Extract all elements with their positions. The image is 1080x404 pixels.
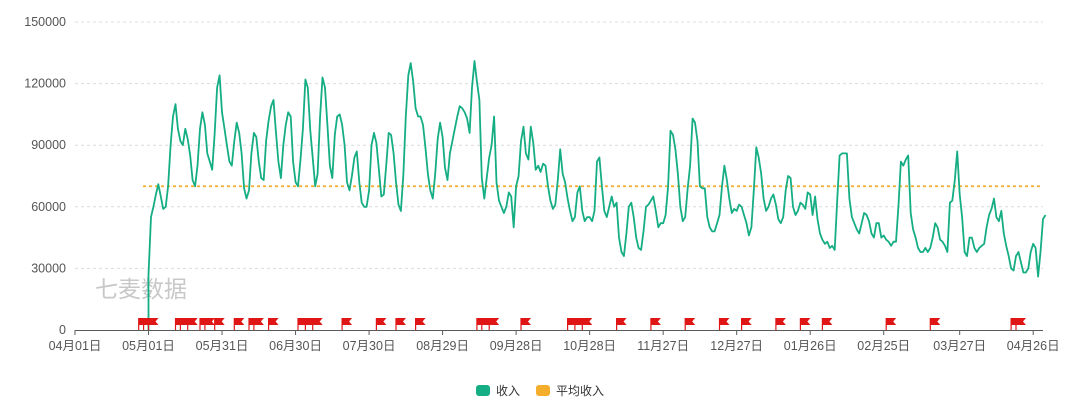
event-flag xyxy=(929,318,941,330)
event-flag xyxy=(740,318,752,330)
y-tick-label: 90000 xyxy=(31,138,66,152)
event-flag xyxy=(581,318,593,330)
event-flag xyxy=(268,318,279,330)
x-tick-label: 05月01日 xyxy=(122,339,175,353)
watermark: 七麦数据 xyxy=(95,277,187,303)
y-axis: 0 30000 60000 90000 120000 150000 xyxy=(24,15,66,337)
x-tick-label: 01月26日 xyxy=(784,339,837,353)
legend-label-income: 收入 xyxy=(495,384,520,398)
x-tick-label: 05月31日 xyxy=(196,339,249,353)
y-tick-label: 150000 xyxy=(24,15,66,29)
x-tick-label: 09月28日 xyxy=(490,339,543,353)
event-flag xyxy=(187,318,198,330)
flag-cloth xyxy=(376,318,387,325)
x-tick-label: 07月30日 xyxy=(343,339,396,353)
event-flag xyxy=(821,318,833,330)
flag-cloth xyxy=(521,318,531,325)
flag-cloth xyxy=(234,318,245,325)
event-flag xyxy=(204,318,215,330)
flag-cloth xyxy=(930,318,941,325)
x-axis: 04月01日 05月01日 05月31日 06月30日 07月30日 08月29日 09月2… xyxy=(49,330,1060,353)
legend-label-average: 平均收入 xyxy=(556,384,605,398)
flag-cloth xyxy=(148,318,159,325)
event-flag xyxy=(214,318,225,330)
flag-cloth xyxy=(396,318,406,325)
event-flag xyxy=(312,318,323,330)
x-tick-label: 08月29日 xyxy=(416,339,469,353)
legend: 收入 平均收入 xyxy=(0,382,1080,399)
revenue-chart: 0 30000 60000 90000 120000 150000 七麦数据 04月01日… xyxy=(24,15,1060,353)
flag-cloth xyxy=(253,318,264,325)
flag-cloth xyxy=(204,318,215,325)
event-flag xyxy=(1015,318,1026,330)
flag-cloth xyxy=(685,318,696,325)
x-tick-label: 06月30日 xyxy=(269,339,322,353)
y-tick-label: 120000 xyxy=(24,77,66,91)
legend-item-average[interactable]: 平均收入 xyxy=(536,382,604,399)
event-flag xyxy=(415,318,426,330)
event-flag xyxy=(341,318,353,330)
event-flag xyxy=(615,318,627,330)
event-flag xyxy=(375,318,387,330)
flag-cloth xyxy=(800,318,811,325)
x-tick-label: 11月27日 xyxy=(637,339,689,353)
y-tick-label: 60000 xyxy=(31,200,66,214)
flag-cloth xyxy=(415,318,426,325)
event-flag xyxy=(718,318,730,330)
event-flag xyxy=(488,318,500,330)
flag-cloth xyxy=(886,318,897,325)
flag-cloth xyxy=(268,318,279,325)
event-flag xyxy=(799,318,811,330)
event-flag xyxy=(520,318,531,330)
flag-cloth xyxy=(187,318,198,325)
series-line-income xyxy=(147,60,1047,330)
x-tick-label: 02月25日 xyxy=(857,339,910,353)
event-flag xyxy=(885,318,897,330)
grid-lines xyxy=(75,21,1043,269)
flag-cloth xyxy=(775,318,786,325)
event-flag xyxy=(253,318,264,330)
event-flag xyxy=(147,318,159,330)
flag-cloth xyxy=(650,318,661,325)
flag-cloth xyxy=(214,318,225,325)
legend-swatch-income xyxy=(475,385,490,396)
flag-cloth xyxy=(342,318,353,325)
legend-swatch-average xyxy=(536,385,550,396)
x-tick-label: 10月28日 xyxy=(563,339,616,353)
flag-cloth xyxy=(741,318,752,325)
event-flag xyxy=(233,318,245,330)
event-flags xyxy=(138,318,1026,330)
y-tick-label: 0 xyxy=(59,323,66,337)
flag-cloth xyxy=(1016,318,1026,325)
event-flag xyxy=(650,318,661,330)
flag-cloth xyxy=(582,318,593,325)
x-tick-label: 04月01日 xyxy=(49,339,102,353)
flag-cloth xyxy=(312,318,323,325)
x-tick-label: 04月26日 xyxy=(1007,339,1060,353)
legend-item-income[interactable]: 收入 xyxy=(475,382,520,399)
event-flag xyxy=(684,318,696,330)
event-flag xyxy=(395,318,406,330)
x-tick-label: 03月27日 xyxy=(933,339,986,353)
x-tick-label: 12月27日 xyxy=(710,339,763,353)
flag-cloth xyxy=(616,318,627,325)
flag-cloth xyxy=(822,318,833,325)
event-flag xyxy=(775,318,786,330)
y-tick-label: 30000 xyxy=(31,261,66,275)
flag-cloth xyxy=(489,318,500,325)
flag-cloth xyxy=(719,318,730,325)
